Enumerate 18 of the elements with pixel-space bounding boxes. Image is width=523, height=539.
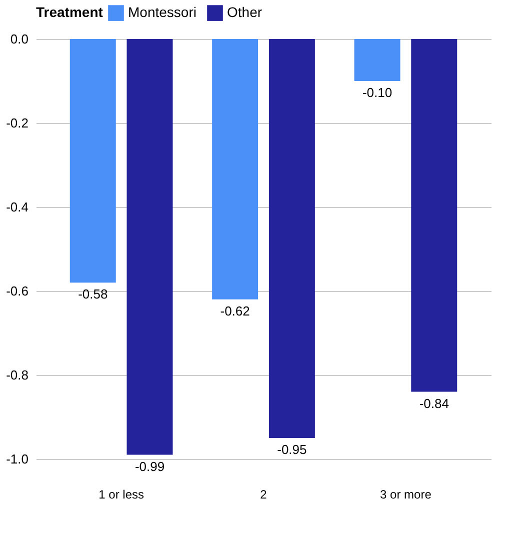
legend-title: Treatment: [36, 4, 104, 20]
data-label: -0.95: [277, 442, 307, 457]
legend-label: Montessori: [128, 4, 196, 20]
y-tick-label: -0.4: [6, 200, 28, 214]
x-tick-label: 2: [260, 488, 268, 502]
data-label: -0.10: [362, 85, 392, 100]
data-label: -0.62: [220, 303, 250, 318]
y-tick-label: -0.2: [6, 116, 28, 130]
legend-label: Other: [227, 4, 262, 20]
y-tick-label: -1.0: [6, 452, 28, 466]
y-tick-label: -0.8: [6, 368, 28, 382]
y-tick-label: 0.0: [10, 32, 28, 46]
y-tick-label: -0.6: [6, 284, 28, 298]
data-label: -0.58: [78, 286, 108, 302]
data-label: -0.99: [134, 458, 165, 474]
x-tick-label: 3 or more: [380, 488, 432, 502]
x-tick-label: 1 or less: [98, 488, 144, 502]
data-label: -0.84: [419, 396, 449, 411]
